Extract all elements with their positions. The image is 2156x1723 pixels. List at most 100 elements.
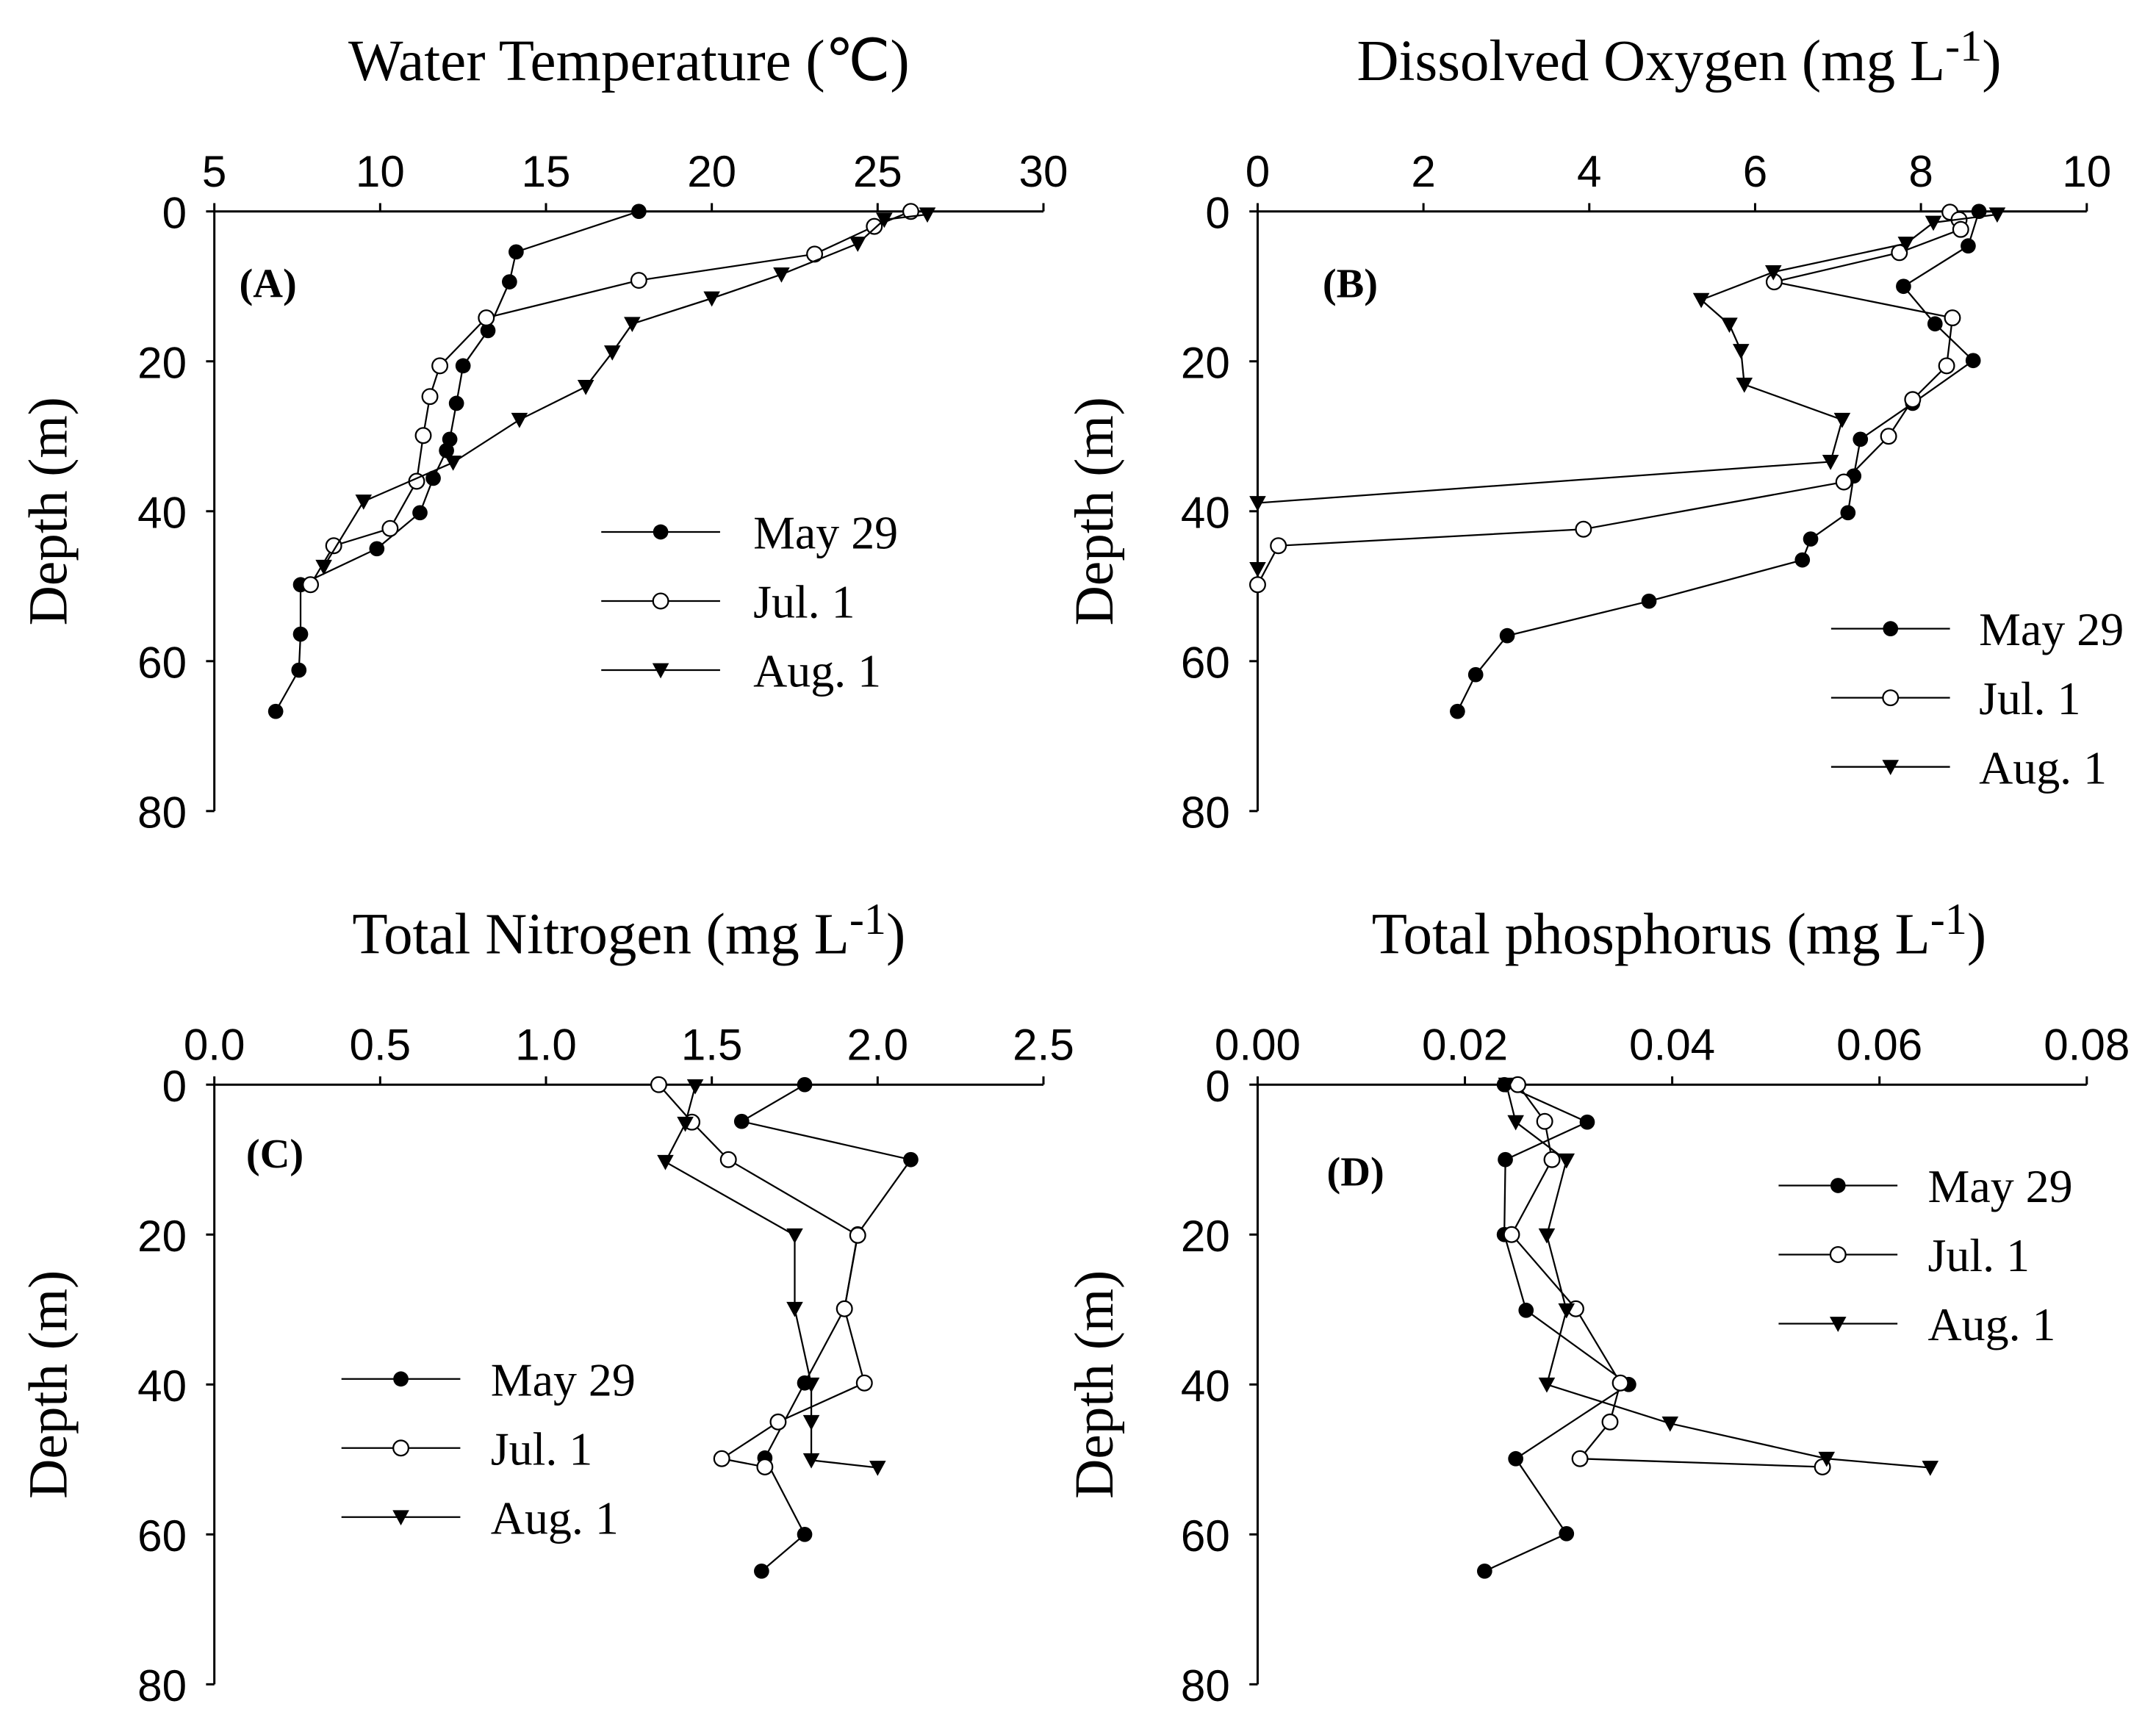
data-point	[1661, 1416, 1679, 1432]
data-point	[1575, 520, 1592, 538]
data-point	[1732, 344, 1750, 359]
data-point	[1840, 505, 1856, 521]
chart-title-main: Total Nitrogen (mg L	[352, 903, 849, 967]
data-point	[713, 1450, 730, 1467]
panel-a: Water Temperature (℃) 5 10 15 20 25 30 0 20 40 60 8…	[18, 29, 1068, 837]
data-point	[381, 519, 399, 537]
data-point	[511, 412, 528, 428]
legend-item: Jul. 1	[1778, 1229, 2030, 1281]
data-point	[1641, 593, 1657, 609]
chart-title-main: Total phosphorus (mg L	[1372, 903, 1930, 967]
y-tick-label: 60	[137, 1511, 187, 1561]
legend-label: Aug. 1	[1928, 1298, 2056, 1350]
data-point	[797, 1076, 813, 1093]
data-point	[1499, 627, 1515, 644]
data-point	[1249, 561, 1266, 578]
legend-label: May 29	[753, 507, 898, 559]
data-point	[1543, 1151, 1561, 1168]
data-point	[677, 1116, 694, 1132]
data-point	[1818, 1451, 1836, 1467]
y-tick-label: 80	[137, 788, 187, 837]
data-point	[1571, 1450, 1589, 1467]
data-point	[1835, 473, 1853, 491]
series-aug-1	[315, 207, 936, 575]
data-point	[509, 244, 524, 260]
x-tick-label: 0.02	[1422, 1020, 1508, 1069]
series-may-29	[1450, 204, 1987, 719]
y-tick-label: 60	[137, 638, 187, 687]
data-point	[1579, 1114, 1595, 1130]
chart-title-superscript: -1	[1930, 895, 1967, 944]
chart-title: Dissolved Oxygen (mg L-1)	[1357, 22, 2002, 93]
data-point	[1988, 207, 2006, 223]
legend-item: Aug. 1	[601, 645, 881, 697]
data-point	[686, 1079, 704, 1095]
y-tick-label: 20	[1181, 1212, 1230, 1261]
legend-label: Jul. 1	[1928, 1229, 2030, 1281]
data-point	[630, 272, 647, 289]
y-tick-label: 40	[137, 1362, 187, 1411]
panel-label: (D)	[1326, 1149, 1384, 1195]
chart-title-main: Dissolved Oxygen (mg L	[1357, 29, 1946, 93]
y-tick-label: 40	[137, 488, 187, 537]
data-point	[1611, 1374, 1629, 1392]
data-point	[1248, 576, 1266, 594]
data-point	[866, 217, 883, 235]
data-point	[1897, 237, 1915, 252]
data-point	[414, 427, 432, 445]
data-point	[1558, 1303, 1575, 1319]
y-tick-label: 80	[1181, 1661, 1230, 1711]
data-point	[786, 1228, 803, 1244]
data-point	[1270, 537, 1287, 555]
y-axis-label: Depth (m)	[18, 397, 79, 625]
data-point	[369, 541, 385, 557]
data-point	[577, 380, 594, 395]
data-point	[1952, 220, 1969, 238]
legend-marker	[1829, 1317, 1847, 1332]
x-tick-label: 0.08	[2044, 1020, 2130, 1069]
y-tick-label: 0	[1205, 188, 1229, 237]
panel-label: (A)	[240, 261, 297, 306]
data-point	[769, 1413, 787, 1431]
data-point	[1922, 1461, 1939, 1476]
data-point	[603, 345, 621, 361]
x-tick-label: 6	[1743, 147, 1767, 196]
data-point	[1558, 1153, 1575, 1169]
data-point	[733, 1113, 750, 1129]
series-may-29	[267, 204, 647, 719]
data-point	[703, 291, 720, 307]
data-point	[1503, 1226, 1520, 1243]
x-tick-label: 1.0	[515, 1020, 577, 1069]
data-point	[1833, 412, 1851, 428]
chart-title: Water Temperature (℃)	[348, 29, 910, 93]
data-point	[802, 1414, 820, 1431]
legend-marker	[1882, 689, 1900, 707]
series-line	[309, 210, 911, 586]
data-point	[1249, 496, 1266, 511]
data-point	[773, 267, 790, 283]
y-tick-label: 20	[137, 338, 187, 387]
legend-marker	[392, 1439, 410, 1457]
data-point	[786, 1301, 803, 1317]
y-tick-label: 40	[1181, 488, 1230, 537]
data-point	[869, 1461, 886, 1476]
panel-label: (B)	[1323, 261, 1378, 306]
y-tick-label: 20	[137, 1212, 187, 1261]
data-point	[1965, 353, 1981, 369]
legend-item: May 29	[1778, 1160, 2073, 1212]
series-jul-1	[650, 1076, 873, 1475]
chart-title-main: Water Temperature (℃)	[348, 29, 910, 93]
legend-item: Aug. 1	[1830, 741, 2107, 794]
data-point	[302, 576, 320, 594]
data-point	[448, 395, 464, 411]
data-point	[1944, 309, 1961, 327]
data-point	[315, 559, 332, 575]
x-tick-label: 10	[356, 147, 405, 196]
legend-item: May 29	[1830, 603, 2124, 655]
data-point	[1476, 1563, 1492, 1579]
data-point	[1794, 552, 1811, 568]
legend-item: Aug. 1	[1778, 1298, 2056, 1350]
data-point	[797, 1526, 813, 1542]
data-point	[756, 1458, 774, 1475]
data-point	[1498, 1151, 1513, 1168]
